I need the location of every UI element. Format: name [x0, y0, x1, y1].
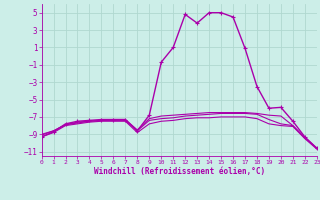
X-axis label: Windchill (Refroidissement éolien,°C): Windchill (Refroidissement éolien,°C) — [94, 167, 265, 176]
